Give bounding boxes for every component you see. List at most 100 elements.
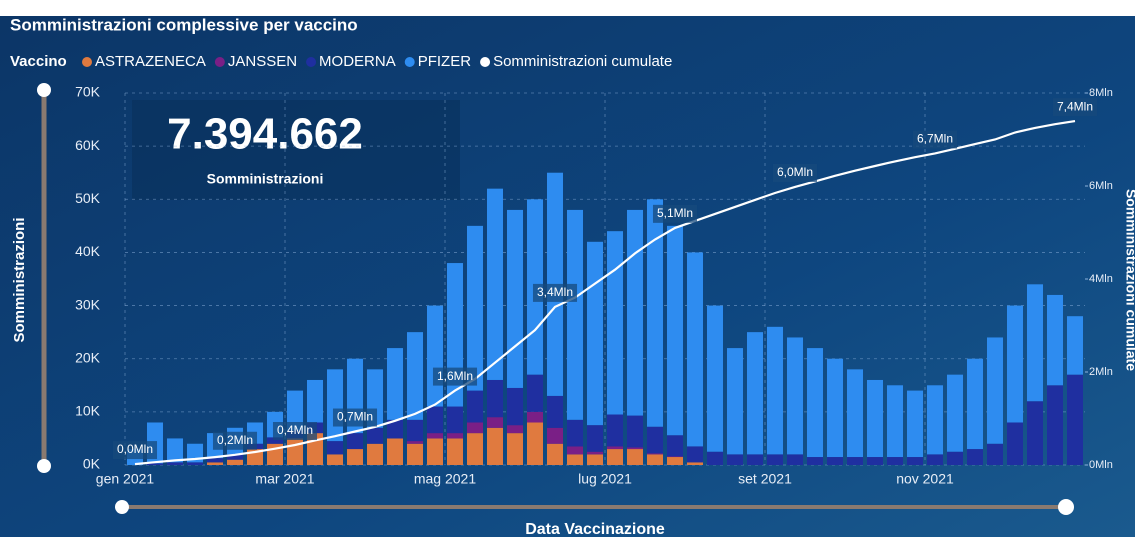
legend-marker: [214, 57, 225, 67]
bar-segment: [667, 225, 683, 436]
legend-label: JANSSEN: [228, 53, 297, 70]
bar-segment: [1047, 294, 1063, 386]
legend-marker: [480, 57, 491, 67]
data-label: 1,6Mln: [437, 369, 473, 383]
bar-segment: [487, 188, 503, 380]
bar-segment: [927, 454, 943, 465]
bar-segment: [407, 419, 423, 442]
bar-segment: [167, 462, 183, 465]
x-tick-label: mar 2021: [255, 471, 314, 487]
x-tick-label: gen 2021: [96, 471, 155, 487]
data-label: 6,7Mln: [917, 132, 953, 146]
bar-segment: [987, 443, 1003, 465]
bar-segment: [407, 441, 423, 444]
bar-segment: [967, 358, 983, 450]
bar-segment: [507, 387, 523, 426]
slider-handle[interactable]: [37, 83, 51, 97]
data-label: 7,4Mln: [1057, 99, 1093, 113]
data-label-bg: [912, 130, 958, 149]
slider-handle[interactable]: [37, 459, 51, 473]
bar-segment: [507, 433, 523, 465]
plot: 0,0Mln 0,2Mln 0,4Mln 0,7Mln 1,6Mln 3,4Mln 5,1M…: [112, 92, 1098, 466]
bar-segment: [567, 454, 583, 465]
slider-handle[interactable]: [1058, 499, 1074, 515]
bar-segment: [787, 454, 803, 465]
bar-segment: [207, 462, 223, 465]
bar-segment: [187, 462, 203, 465]
bar-segment: [767, 454, 783, 465]
bar-segment: [867, 379, 883, 458]
bar-segment: [427, 406, 443, 434]
bar-segment: [527, 411, 543, 423]
slider-handle[interactable]: [115, 500, 129, 514]
data-label-bg: [432, 367, 478, 386]
bar-segment: [607, 231, 623, 415]
y-tick-label: 30K: [75, 296, 101, 312]
bar-segment: [447, 406, 463, 434]
bar-segment: [487, 427, 503, 465]
legend-label: Somministrazioni cumulate: [493, 53, 672, 70]
y2-tick-label: 6Mln: [1089, 180, 1113, 192]
bar-segment: [647, 426, 663, 454]
data-label: 0,2Mln: [217, 433, 253, 447]
top-strip: [0, 0, 1135, 16]
chart-title: Somministrazioni complessive per vaccino: [10, 15, 358, 34]
data-label: 0,4Mln: [277, 423, 313, 437]
bar-segment: [807, 457, 823, 465]
bar-segment: [587, 454, 603, 465]
data-label: 0,0Mln: [117, 442, 153, 456]
bar-segment: [467, 390, 483, 423]
bar-segment: [387, 348, 403, 420]
bar-segment: [327, 441, 343, 455]
bar-segment: [807, 348, 823, 458]
bar-segment: [627, 447, 643, 450]
bar-segment: [787, 337, 803, 455]
bar-segment: [947, 451, 963, 465]
bar-segment: [447, 433, 463, 439]
bar-segment: [747, 332, 763, 455]
y2-tick-label: 8Mln: [1089, 87, 1113, 99]
bar-segment: [607, 446, 623, 450]
bar-segment: [507, 425, 523, 434]
bar-segment: [287, 390, 303, 431]
bar-segment: [827, 457, 843, 465]
legend-label: ASTRAZENECA: [95, 53, 206, 70]
bar-segment: [967, 449, 983, 465]
data-label-bg: [772, 163, 818, 182]
bar-segment: [1007, 305, 1023, 423]
kpi-label: Somministrazioni: [207, 171, 324, 187]
bar-segment: [467, 422, 483, 434]
bar-segment: [1047, 385, 1063, 465]
bar-segment: [427, 438, 443, 465]
legend-label: MODERNA: [319, 53, 396, 70]
data-label: 0,7Mln: [337, 410, 373, 424]
y2-tick-label: 0Mln: [1089, 459, 1113, 471]
bar-segment: [327, 369, 343, 442]
bar-segment: [227, 459, 243, 465]
bar-segment: [727, 454, 743, 465]
bar-segment: [607, 414, 623, 447]
y-tick-label: 50K: [75, 190, 101, 206]
bar-segment: [467, 225, 483, 391]
bar-segment: [547, 395, 563, 428]
bar-segment: [567, 446, 583, 455]
data-label-bg: [332, 408, 378, 427]
bar-segment: [847, 369, 863, 458]
bar-segment: [387, 438, 403, 465]
data-label-bg: [112, 441, 158, 460]
bar-segment: [367, 443, 383, 465]
x-axis-title: Data Vaccinazione: [525, 521, 665, 537]
bar-segment: [307, 379, 323, 423]
bar-segment: [627, 415, 643, 448]
y2-tick-label: 2Mln: [1089, 366, 1113, 378]
bar-segment: [647, 199, 663, 427]
bar-segment: [667, 456, 683, 458]
data-label-bg: [652, 204, 698, 223]
kpi-value: 7.394.662: [167, 110, 363, 159]
y-tick-label: 60K: [75, 137, 101, 153]
bar-segment: [587, 451, 603, 455]
bar-segment: [907, 457, 923, 465]
bar-segment: [947, 374, 963, 452]
y-tick-label: 0K: [83, 456, 101, 472]
bar-segment: [867, 457, 883, 465]
